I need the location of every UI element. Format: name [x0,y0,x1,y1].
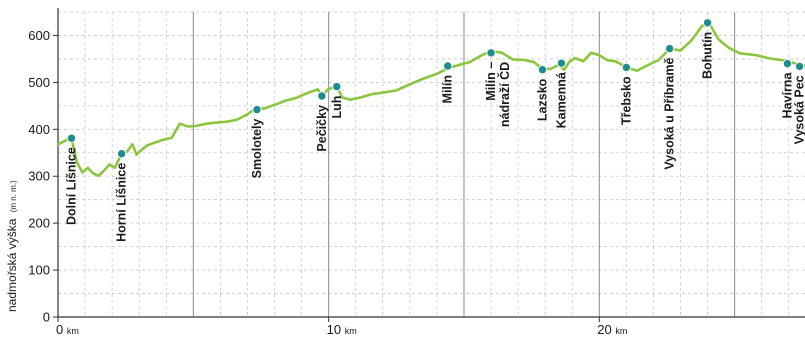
stop-label-line: Kamenná [554,72,568,128]
y-tick-label: 0 [43,310,50,325]
chart-grid [58,11,805,317]
stop-label-line: nádraží ČD [497,62,512,127]
stop-marker [66,133,77,143]
y-tick-label: 600 [28,28,50,43]
stop-label-line: Smolotely [250,119,264,179]
stop-marker [702,18,713,28]
stop-label: Bohutín [701,32,715,79]
y-tick-label: 500 [28,75,50,90]
stop-marker [443,61,453,71]
stop-label: Pečičky [315,105,329,152]
stop-label-line: Vysoká Pec [793,75,805,144]
stop-label-line: Vysoká u Příbramě [663,58,677,170]
stop-label-line: Třebsko [619,76,633,125]
stop-label-line: Lazsko [536,78,550,121]
stop-label-line: Milín – [484,62,498,101]
y-tick-label: 100 [28,263,50,278]
stop-marker [252,104,262,115]
stop-label-line: Dolní Líšnice [65,147,79,225]
stop-marker [116,149,127,159]
stop-label: Smolotely [250,119,264,179]
x-tick-label: 0 km [56,322,79,337]
stop-label: Vysoká Pec [793,75,805,144]
stop-label: Milín [441,75,455,103]
stop-marker [664,43,675,54]
axis-ticks: 0 100 200 300 400 500 600 0 km 10 km 20 km [28,28,627,337]
y-tick-label: 400 [28,122,50,137]
y-axis-title-group: nadmořská výška (m n. m.) [5,180,19,312]
stop-label: Dolní Líšnice [65,147,79,225]
stop-marker [332,81,342,92]
stop-marker [317,91,327,101]
stop-label: Lazsko [536,78,550,121]
stop-label: Třebsko [619,76,633,125]
chart-axes [57,8,805,318]
stop-label-line: Luh [330,96,344,119]
stop-label: Luh [330,96,344,119]
stop-marker [486,48,496,58]
x-tick-label: 10 km [327,322,357,337]
stop-label-line: Milín [441,75,455,103]
x-tick-label: 20 km [597,322,627,337]
stop-label-line: Bohutín [701,32,715,79]
stop-label: Havírna [780,72,794,119]
y-axis-title: nadmořská výška (m n. m.) [5,180,19,312]
stop-label: Vysoká u Příbramě [663,58,677,170]
stop-label-line: Havírna [780,72,794,119]
elevation-line-group [56,23,805,178]
stop-label-line: Horní Líšnice [115,163,129,242]
stop-label: Horní Líšnice [115,163,129,242]
stop-label: Kamenná [554,72,568,128]
stop-label: Milín – nádraží ČD [484,62,512,127]
stop-label-line: Pečičky [315,105,329,152]
stops-group: Dolní Líšnice Horní Líšnice Smolotely Pečič… [65,18,805,242]
y-tick-label: 200 [28,216,50,231]
y-tick-label: 300 [28,169,50,184]
stop-marker [537,65,548,75]
stop-marker [621,62,632,73]
stop-marker [556,58,567,68]
stop-marker [794,61,805,72]
elevation-line [56,23,805,178]
stop-marker [782,58,793,69]
